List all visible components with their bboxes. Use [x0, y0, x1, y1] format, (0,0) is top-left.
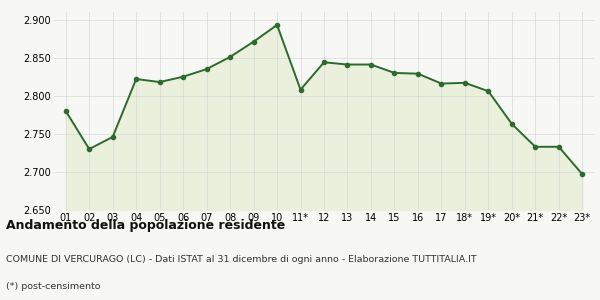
Text: Andamento della popolazione residente: Andamento della popolazione residente	[6, 219, 285, 232]
Text: COMUNE DI VERCURAGO (LC) - Dati ISTAT al 31 dicembre di ogni anno - Elaborazione: COMUNE DI VERCURAGO (LC) - Dati ISTAT al…	[6, 255, 476, 264]
Text: (*) post-censimento: (*) post-censimento	[6, 282, 101, 291]
